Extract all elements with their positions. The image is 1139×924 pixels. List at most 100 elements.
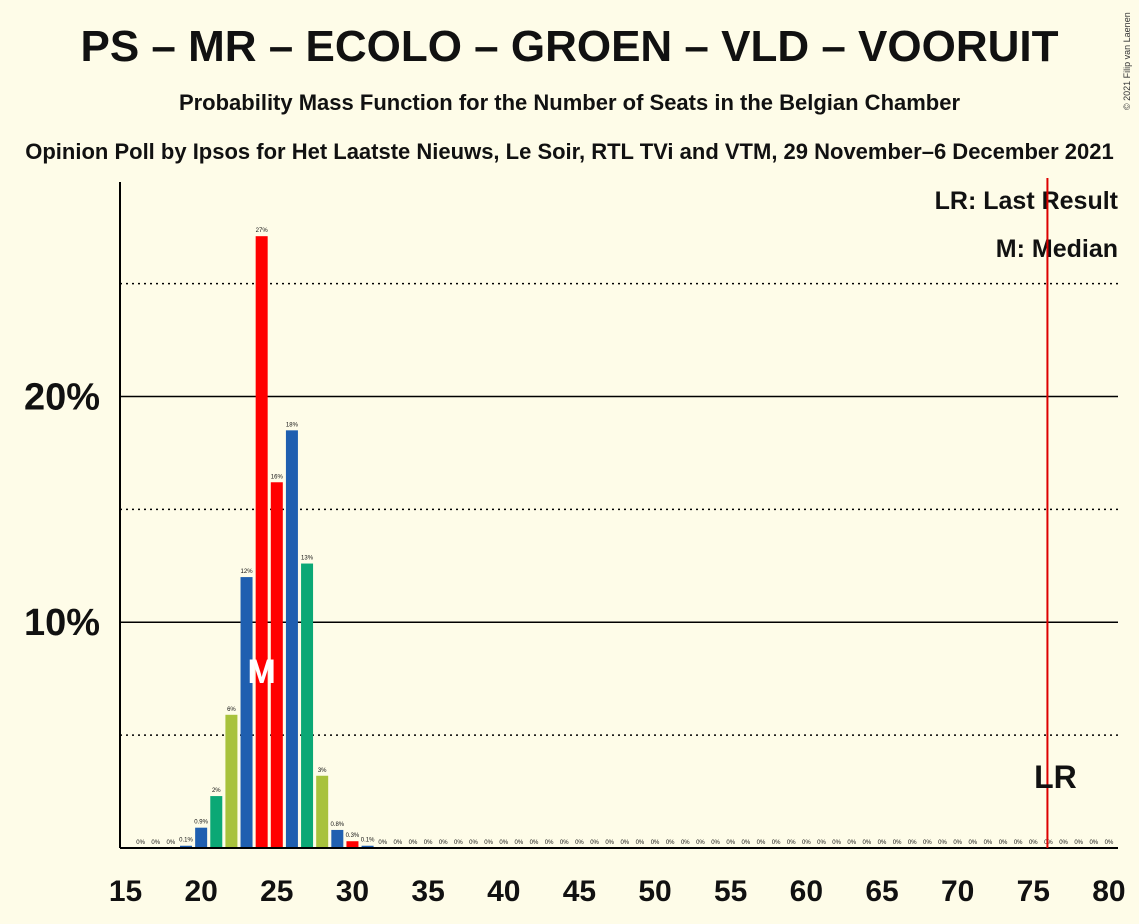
x-tick-label: 75 [1017,875,1050,908]
bar-value-label: 0% [560,840,569,846]
markers: LR: Last Result M: Median LR M [248,178,1119,848]
bar-value-label: 0% [378,840,387,846]
bar-value-label: 0% [908,840,917,846]
bar-value-label: 0% [681,840,690,846]
bar-value-label: 0% [1089,840,1098,846]
bar-value-label: 0.8% [330,822,344,828]
y-tick-label: 10% [24,602,100,644]
bar-value-label: 0% [787,840,796,846]
x-tick-label: 65 [865,875,898,908]
bar-value-label: 16% [271,474,284,480]
bar-value-label: 0% [847,840,856,846]
bar [180,845,193,848]
x-tick-label: 30 [336,875,369,908]
bar-value-label: 0% [938,840,947,846]
bar [240,577,253,848]
bar-value-label: 0% [817,840,826,846]
bars [180,236,374,848]
chart-subtitle: Probability Mass Function for the Number… [178,90,961,115]
bar-value-label: 0% [424,840,433,846]
bar [331,829,344,848]
x-tick-label: 60 [790,875,823,908]
bar [346,841,359,848]
bar-value-label: 0% [1074,840,1083,846]
bar-value-label: 0% [469,840,478,846]
bar-value-label: 0% [893,840,902,846]
bar-value-label: 0% [605,840,614,846]
bar-value-label: 27% [256,228,269,234]
bar-value-label: 0% [968,840,977,846]
poll-description: Opinion Poll by Ipsos for Het Laatste Ni… [25,139,1114,164]
bar [210,796,223,848]
bar [301,563,314,848]
x-tick-label: 35 [411,875,444,908]
bar-value-label: 6% [227,707,236,713]
bar-value-label: 0% [757,840,766,846]
bar-value-label: 0% [878,840,887,846]
bar-value-label: 0% [545,840,554,846]
bar-value-label: 0% [666,840,675,846]
bar-value-label: 0% [454,840,463,846]
legend-last-result: LR: Last Result [935,187,1119,215]
bar-value-label: 0% [651,840,660,846]
bar-value-label: 0% [953,840,962,846]
bar-value-label: 18% [286,422,299,428]
bar-value-label: 13% [301,556,314,562]
bar-value-label: 0% [590,840,599,846]
bar-value-label: 0% [484,840,493,846]
bar-value-label: 0.3% [346,833,360,839]
bar-value-label: 0% [439,840,448,846]
x-tick-label: 15 [109,875,142,908]
bar-value-label: 2% [212,788,221,794]
y-tick-label: 20% [24,376,100,418]
x-tick-label: 20 [184,875,217,908]
bar-value-label: 3% [318,768,327,774]
legend-median: M: Median [996,235,1118,263]
bar [255,236,268,848]
median-marker: M [248,653,276,691]
bar-value-label: 0% [863,840,872,846]
x-tick-label: 40 [487,875,520,908]
bar-value-label: 0% [726,840,735,846]
bar [225,714,238,848]
bar-value-label: 0% [499,840,508,846]
chart-title: PS – MR – ECOLO – GROEN – VLD – VOORUIT [80,22,1059,71]
y-tick-labels: 10% 20% [24,376,100,644]
bar [316,775,329,848]
bar-value-label: 0.1% [179,838,193,844]
bar-value-label: 0% [999,840,1008,846]
bar-value-label: 0% [1029,840,1038,846]
bar-value-label: 0% [620,840,629,846]
bar-value-label: 0% [802,840,811,846]
x-tick-label: 70 [941,875,974,908]
bar-value-label: 0% [923,840,932,846]
bar-value-label: 0% [636,840,645,846]
bar-value-label: 0% [575,840,584,846]
bar-value-label: 0% [515,840,524,846]
bar-labels: 0% 0% 0% 0.1%0.9%2%6%12%27%16%18%13%3%0.8%0… [136,228,1114,846]
bar [285,430,298,848]
bar-value-label: 0% [530,840,539,846]
x-tick-labels: 15 20 25 30 35 40 45 50 55 60 65 70 75 80 [109,875,1126,908]
bar-value-label: 0.1% [361,838,375,844]
bar-value-label: 0% [151,840,160,846]
bar-value-label: 0% [1014,840,1023,846]
bar-value-label: 0% [1059,840,1068,846]
bar-value-label: 0% [394,840,403,846]
x-tick-label: 25 [260,875,293,908]
bar-value-label: 0% [696,840,705,846]
bar-value-label: 0% [1105,840,1114,846]
last-result-marker: LR [1034,759,1077,795]
bar-value-label: 0% [711,840,720,846]
bar [270,482,283,848]
bar-value-label: 0% [136,840,145,846]
bar-value-label: 0% [772,840,781,846]
x-tick-label: 55 [714,875,747,908]
bar-value-label: 0% [1044,840,1053,846]
axes [119,182,1118,849]
x-tick-label: 80 [1092,875,1125,908]
bar [195,827,208,848]
bar [361,845,374,848]
bar-value-label: 0% [984,840,993,846]
